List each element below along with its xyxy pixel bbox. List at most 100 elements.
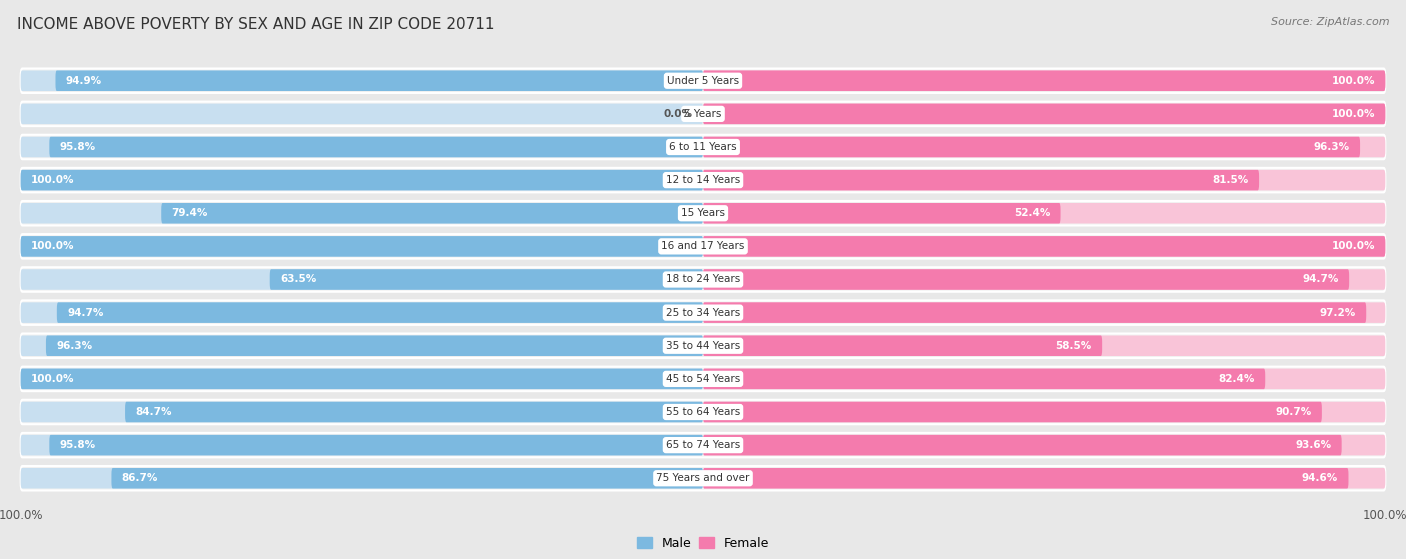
Text: 100.0%: 100.0% [1331,109,1375,119]
FancyBboxPatch shape [21,466,1385,490]
FancyBboxPatch shape [21,203,703,224]
Text: 97.2%: 97.2% [1320,307,1355,318]
Text: 94.7%: 94.7% [1302,274,1339,285]
FancyBboxPatch shape [703,468,1385,489]
FancyBboxPatch shape [703,137,1385,157]
FancyBboxPatch shape [125,402,703,422]
FancyBboxPatch shape [21,367,1385,391]
Text: 5 Years: 5 Years [685,109,721,119]
FancyBboxPatch shape [21,135,1385,159]
FancyBboxPatch shape [111,468,703,489]
FancyBboxPatch shape [703,335,1102,356]
Text: 100.0%: 100.0% [31,241,75,252]
FancyBboxPatch shape [703,70,1385,91]
FancyBboxPatch shape [21,302,703,323]
FancyBboxPatch shape [703,302,1385,323]
FancyBboxPatch shape [21,335,703,356]
FancyBboxPatch shape [49,137,703,157]
FancyBboxPatch shape [703,137,1360,157]
Text: 18 to 24 Years: 18 to 24 Years [666,274,740,285]
FancyBboxPatch shape [21,70,703,91]
FancyBboxPatch shape [49,435,703,456]
FancyBboxPatch shape [21,334,1385,358]
FancyBboxPatch shape [703,368,1385,389]
FancyBboxPatch shape [703,335,1385,356]
FancyBboxPatch shape [703,203,1385,224]
Text: INCOME ABOVE POVERTY BY SEX AND AGE IN ZIP CODE 20711: INCOME ABOVE POVERTY BY SEX AND AGE IN Z… [17,17,495,32]
FancyBboxPatch shape [703,203,1060,224]
Text: 65 to 74 Years: 65 to 74 Years [666,440,740,450]
FancyBboxPatch shape [703,170,1260,191]
FancyBboxPatch shape [21,468,703,489]
FancyBboxPatch shape [270,269,703,290]
Text: 96.3%: 96.3% [1313,142,1350,152]
FancyBboxPatch shape [703,170,1385,191]
FancyBboxPatch shape [46,335,703,356]
FancyBboxPatch shape [703,302,1367,323]
Text: 75 Years and over: 75 Years and over [657,473,749,484]
Text: 63.5%: 63.5% [280,274,316,285]
Text: 58.5%: 58.5% [1056,341,1092,350]
FancyBboxPatch shape [21,201,1385,225]
FancyBboxPatch shape [21,103,703,124]
FancyBboxPatch shape [703,435,1341,456]
FancyBboxPatch shape [21,168,1385,192]
Text: 55 to 64 Years: 55 to 64 Years [666,407,740,417]
FancyBboxPatch shape [21,267,1385,292]
FancyBboxPatch shape [21,400,1385,424]
Text: 45 to 54 Years: 45 to 54 Years [666,374,740,384]
FancyBboxPatch shape [21,368,703,389]
Legend: Male, Female: Male, Female [631,532,775,555]
FancyBboxPatch shape [21,236,703,257]
FancyBboxPatch shape [703,269,1385,290]
Text: 82.4%: 82.4% [1219,374,1256,384]
FancyBboxPatch shape [21,69,1385,93]
FancyBboxPatch shape [21,170,703,191]
Text: 25 to 34 Years: 25 to 34 Years [666,307,740,318]
FancyBboxPatch shape [56,302,703,323]
FancyBboxPatch shape [703,269,1350,290]
Text: Under 5 Years: Under 5 Years [666,75,740,86]
Text: 86.7%: 86.7% [122,473,157,484]
FancyBboxPatch shape [21,402,703,422]
FancyBboxPatch shape [703,103,1385,124]
FancyBboxPatch shape [703,236,1385,257]
Text: 15 Years: 15 Years [681,209,725,218]
Text: 96.3%: 96.3% [56,341,93,350]
FancyBboxPatch shape [703,402,1385,422]
Text: 94.9%: 94.9% [66,75,101,86]
Text: 94.6%: 94.6% [1302,473,1339,484]
Text: 100.0%: 100.0% [1331,75,1375,86]
FancyBboxPatch shape [162,203,703,224]
FancyBboxPatch shape [21,102,1385,126]
FancyBboxPatch shape [21,368,703,389]
FancyBboxPatch shape [21,435,703,456]
FancyBboxPatch shape [703,368,1265,389]
Text: 16 and 17 Years: 16 and 17 Years [661,241,745,252]
Text: 90.7%: 90.7% [1275,407,1312,417]
FancyBboxPatch shape [21,236,703,257]
Text: 95.8%: 95.8% [59,440,96,450]
Text: 81.5%: 81.5% [1212,175,1249,185]
FancyBboxPatch shape [21,234,1385,259]
FancyBboxPatch shape [703,103,1385,124]
FancyBboxPatch shape [55,70,703,91]
Text: 0.0%: 0.0% [664,109,693,119]
Text: 95.8%: 95.8% [59,142,96,152]
Text: 100.0%: 100.0% [31,374,75,384]
FancyBboxPatch shape [21,433,1385,457]
Text: 52.4%: 52.4% [1014,209,1050,218]
Text: 84.7%: 84.7% [135,407,172,417]
FancyBboxPatch shape [703,236,1385,257]
Text: 100.0%: 100.0% [31,175,75,185]
FancyBboxPatch shape [703,402,1322,422]
FancyBboxPatch shape [703,435,1385,456]
FancyBboxPatch shape [703,468,1348,489]
FancyBboxPatch shape [21,137,703,157]
Text: 94.7%: 94.7% [67,307,104,318]
Text: 12 to 14 Years: 12 to 14 Years [666,175,740,185]
FancyBboxPatch shape [21,300,1385,325]
Text: 35 to 44 Years: 35 to 44 Years [666,341,740,350]
Text: 79.4%: 79.4% [172,209,208,218]
Text: Source: ZipAtlas.com: Source: ZipAtlas.com [1271,17,1389,27]
